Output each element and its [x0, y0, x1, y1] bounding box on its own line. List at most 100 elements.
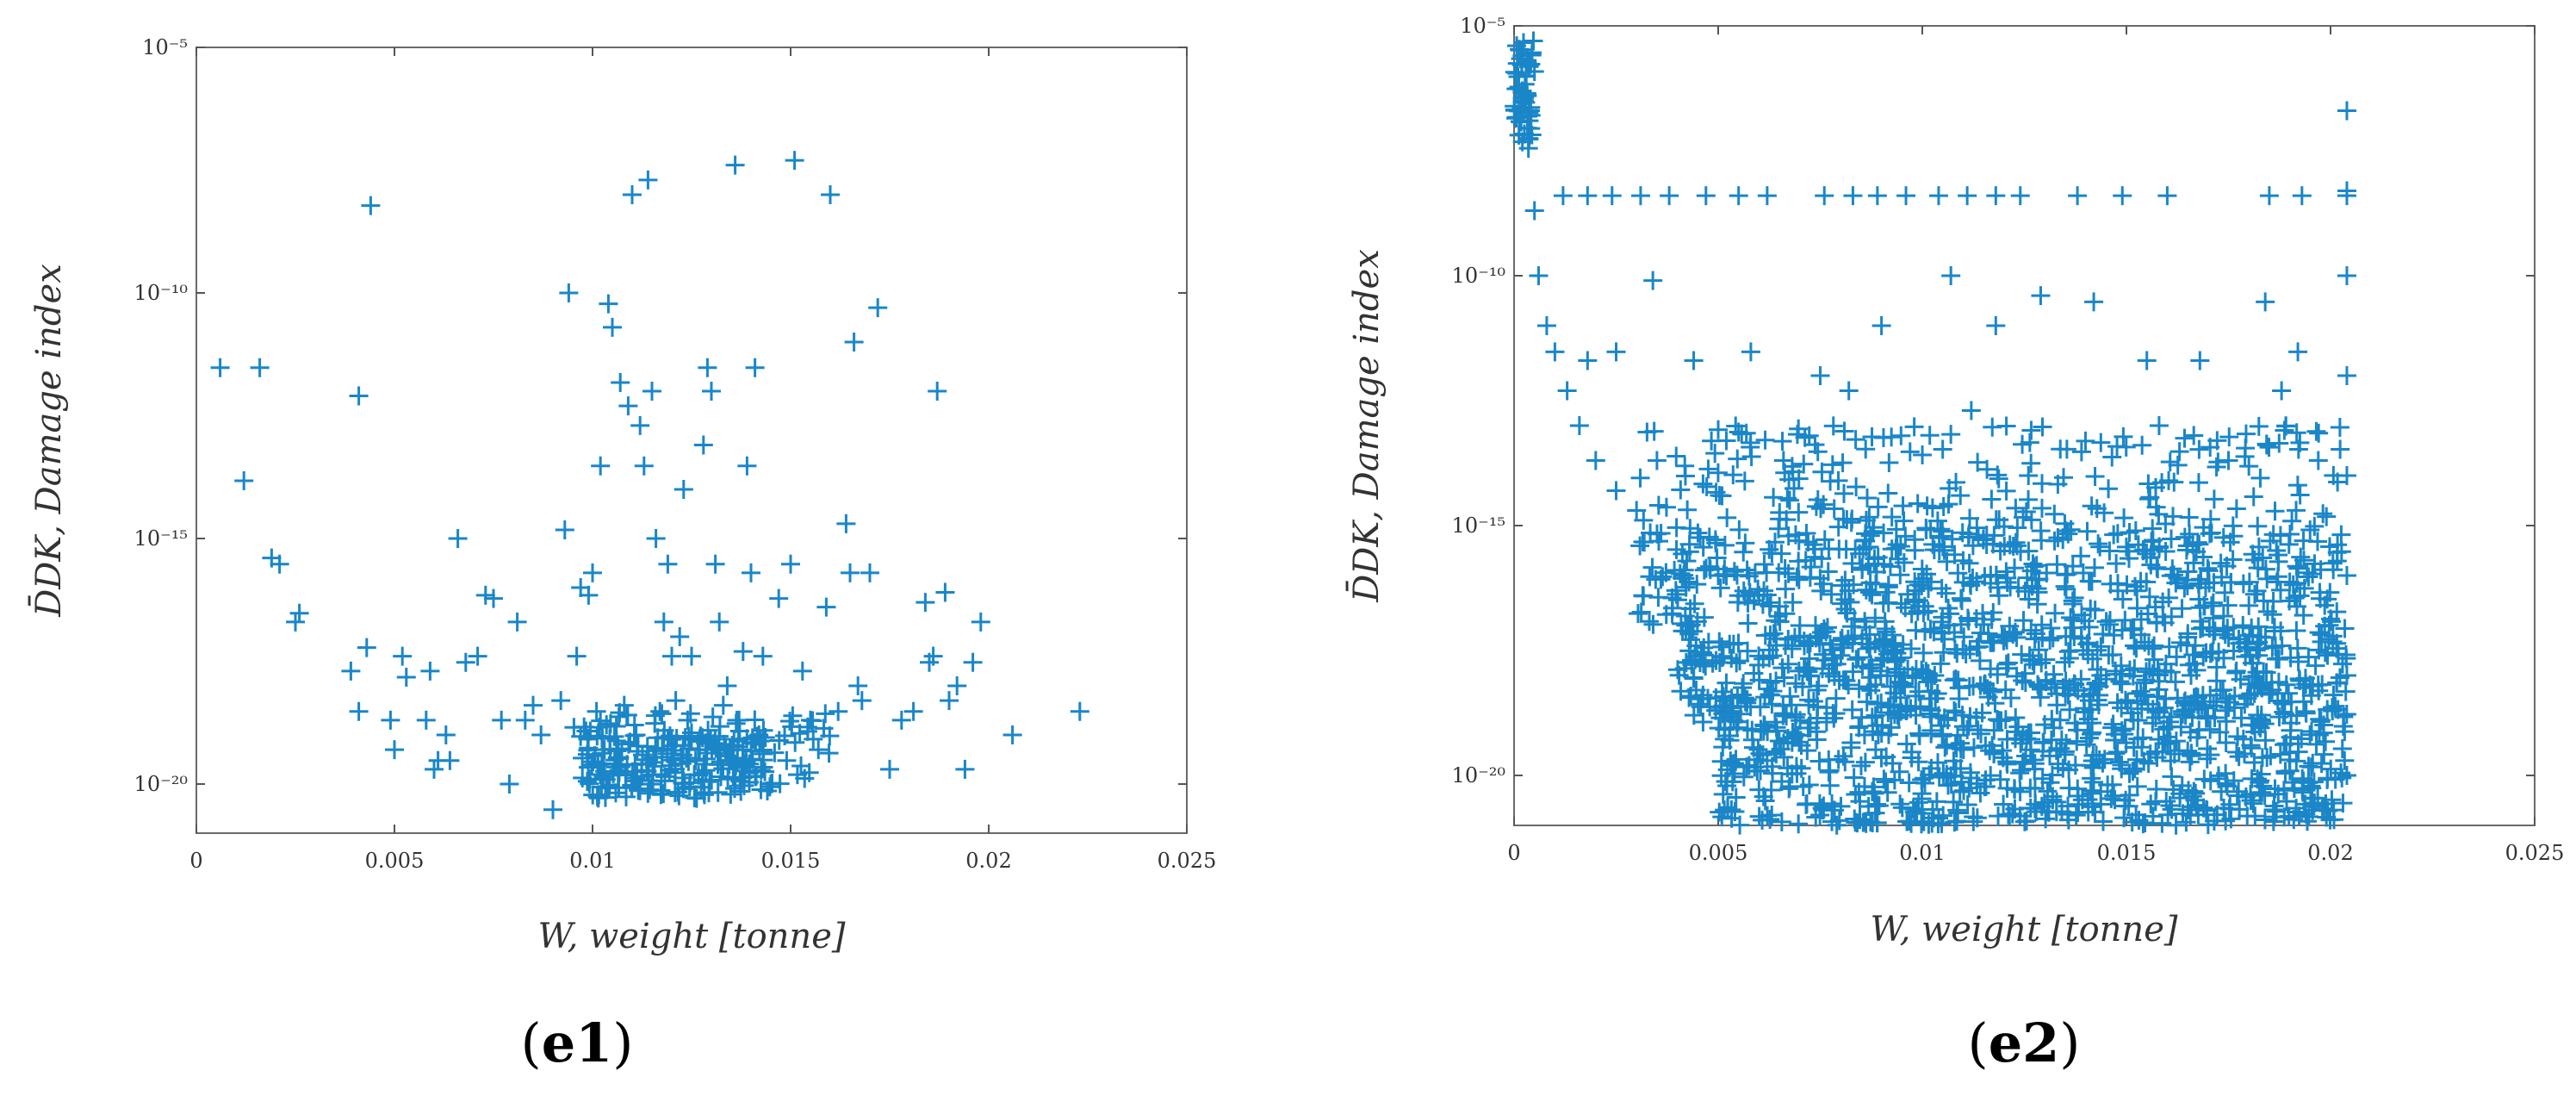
- data-point-marker: [2287, 638, 2307, 658]
- data-point-marker: [1715, 729, 1735, 749]
- data-point-marker: [2000, 616, 2020, 636]
- data-point-marker: [2233, 615, 2253, 635]
- data-point-marker: [1914, 643, 1934, 663]
- data-point-marker: [2223, 550, 2243, 570]
- data-point-marker: [1865, 574, 1885, 594]
- data-point-marker: [1906, 706, 1926, 725]
- data-point-marker: [1972, 703, 1992, 723]
- data-point-marker: [780, 711, 800, 731]
- data-point-marker: [1871, 650, 1891, 670]
- data-point-marker: [1677, 551, 1697, 571]
- data-point-marker: [1831, 631, 1851, 650]
- data-point-marker: [2102, 447, 2122, 467]
- data-point-marker: [2216, 733, 2236, 753]
- data-point-marker: [2011, 542, 2031, 562]
- data-point-marker: [1553, 186, 1573, 206]
- data-point-marker: [2337, 705, 2356, 725]
- data-point-marker: [1770, 502, 1790, 522]
- data-point-marker: [2113, 589, 2132, 609]
- data-point-marker: [2013, 725, 2033, 745]
- data-point-marker: [1741, 342, 1760, 362]
- data-point-marker: [1968, 452, 1988, 472]
- data-point-marker: [1990, 541, 2010, 561]
- data-point-marker: [2219, 799, 2239, 819]
- data-point-marker: [1724, 562, 1744, 582]
- data-point-marker: [1847, 477, 1866, 497]
- data-point-marker: [2114, 426, 2133, 446]
- panel-label-text: e1: [542, 1012, 613, 1074]
- data-point-marker: [1755, 791, 1775, 811]
- data-point-marker: [642, 382, 661, 401]
- data-point-marker: [2199, 561, 2219, 581]
- data-point-marker: [2055, 514, 2075, 533]
- data-point-marker: [2190, 351, 2210, 370]
- data-point-marker: [2228, 726, 2248, 746]
- data-point-marker: [1656, 497, 1676, 517]
- data-point-marker: [1934, 497, 1953, 517]
- data-point-marker: [1753, 594, 1772, 614]
- data-point-marker: [2143, 806, 2163, 826]
- data-point-marker: [2043, 790, 2063, 810]
- data-point-marker: [357, 638, 376, 657]
- data-point-marker: [1631, 602, 1651, 622]
- data-point-marker: [1895, 677, 1915, 697]
- data-point-marker: [2256, 663, 2276, 682]
- data-point-marker: [1842, 554, 1862, 574]
- data-point-marker: [2275, 420, 2294, 440]
- data-point-marker: [515, 710, 535, 730]
- data-point-marker: [785, 732, 805, 752]
- data-point-marker: [1986, 186, 2006, 206]
- data-point-marker: [715, 734, 735, 754]
- data-point-marker: [1709, 719, 1729, 738]
- data-point-marker: [2125, 659, 2145, 679]
- data-point-marker: [1578, 351, 1598, 370]
- data-point-marker: [1960, 763, 1980, 782]
- data-point-marker: [2290, 485, 2310, 505]
- data-point-marker: [1966, 609, 1986, 629]
- data-point-marker: [1726, 750, 1746, 769]
- data-point-marker: [1791, 758, 1811, 778]
- data-point-marker: [1873, 594, 1893, 613]
- data-point-marker: [2249, 674, 2269, 694]
- data-point-marker: [1749, 586, 1769, 606]
- data-point-marker: [1954, 781, 1974, 800]
- data-point-marker: [2235, 632, 2255, 652]
- data-point-marker: [2147, 687, 2167, 707]
- data-point-marker: [1818, 562, 1838, 582]
- data-point-marker: [2330, 417, 2349, 437]
- data-point-marker: [1952, 523, 1972, 543]
- data-point-marker: [1958, 719, 1977, 739]
- data-point-marker: [2053, 678, 2073, 698]
- data-point-marker: [698, 720, 718, 740]
- data-point-marker: [2175, 428, 2194, 448]
- data-point-marker: [710, 612, 729, 632]
- data-point-marker: [1630, 468, 1650, 488]
- data-point-marker: [1885, 663, 1905, 682]
- data-point-marker: [1859, 507, 1879, 527]
- data-point-marker: [286, 612, 305, 632]
- data-point-marker: [2292, 729, 2312, 749]
- data-point-marker: [2256, 292, 2275, 312]
- data-point-marker: [651, 764, 671, 784]
- data-point-marker: [1794, 454, 1814, 474]
- y-tick-label: 10⁻¹⁰: [134, 281, 188, 305]
- data-point-marker: [809, 740, 829, 760]
- data-point-marker: [1679, 542, 1699, 562]
- data-point-marker: [1749, 780, 1769, 800]
- data-point-marker: [2248, 516, 2268, 536]
- data-point-marker: [1854, 776, 1874, 796]
- data-point-marker: [1934, 806, 1953, 825]
- scatter-panel-e2: 0 0.005 0.01 0.015 0.02 0.025 10⁻²⁰ 10⁻¹⁵ 10⁻¹⁰…: [1346, 14, 2565, 1074]
- data-point-marker: [1998, 653, 2018, 673]
- data-point-marker: [1642, 557, 1662, 577]
- data-point-marker: [1729, 422, 1748, 442]
- x-tick-label: 0.025: [1158, 849, 1217, 873]
- data-point-marker: [1760, 810, 1780, 830]
- data-point-marker: [1712, 637, 1732, 657]
- data-point-marker: [670, 627, 690, 646]
- data-point-marker: [1944, 792, 1964, 812]
- x-axis-ticks: 0 0.005 0.01 0.015 0.02 0.025: [1507, 26, 2564, 865]
- data-point-marker: [2299, 567, 2318, 587]
- data-point-marker: [1771, 739, 1791, 759]
